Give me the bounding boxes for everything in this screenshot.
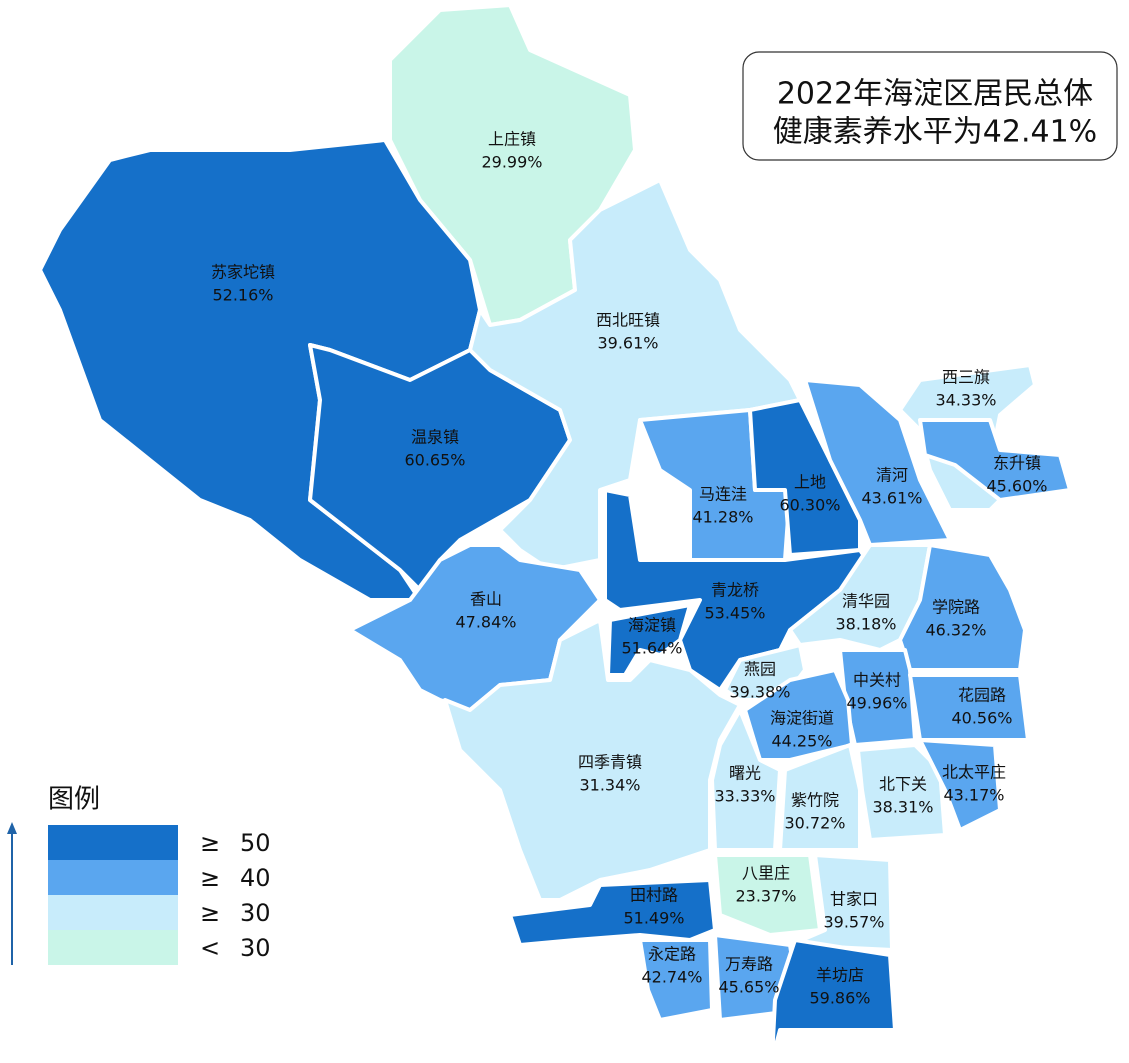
region-name: 八里庄	[742, 864, 790, 883]
region	[743, 668, 854, 762]
region-value: 39.61%	[597, 334, 658, 353]
region	[898, 543, 1027, 672]
legend-symbol: ≥	[200, 899, 220, 927]
region	[918, 738, 1002, 832]
regions	[38, 3, 1072, 1062]
region-value: 45.65%	[718, 978, 779, 997]
region-name: 青龙桥	[711, 581, 759, 600]
region-name: 清河	[876, 466, 908, 485]
legend-arrow-head	[7, 822, 17, 834]
region	[508, 878, 717, 947]
region-value: 42.74%	[641, 968, 702, 987]
region-value: 40.56%	[951, 709, 1012, 728]
region-value: 39.38%	[729, 683, 790, 702]
region	[638, 938, 714, 1022]
region-value: 29.99%	[481, 153, 542, 172]
region	[770, 938, 897, 1062]
region-value: 60.65%	[404, 451, 465, 470]
legend-swatch	[48, 895, 178, 930]
region-value: 52.16%	[212, 286, 273, 305]
legend-threshold: 50	[240, 829, 271, 857]
legend-symbol: <	[200, 934, 220, 962]
legend-title: 图例	[48, 785, 100, 815]
region-name: 东升镇	[993, 454, 1041, 473]
region-value: 51.64%	[621, 639, 682, 658]
region-value: 44.25%	[771, 732, 832, 751]
region-name: 四季青镇	[578, 753, 642, 772]
region-value: 30.72%	[784, 814, 845, 833]
region-value: 39.57%	[823, 913, 884, 932]
region-name: 花园路	[958, 686, 1006, 705]
region-name: 曙光	[729, 764, 761, 783]
region-value: 33.33%	[714, 787, 775, 806]
region-name: 田村路	[630, 886, 678, 905]
region-name: 永定路	[648, 945, 696, 964]
region-name: 北太平庄	[942, 763, 1006, 782]
region-name: 西北旺镇	[596, 311, 660, 330]
legend-threshold: 30	[240, 934, 271, 962]
region	[603, 488, 872, 692]
region-name: 燕园	[744, 660, 776, 679]
region-name: 上地	[794, 473, 826, 492]
region	[468, 178, 802, 572]
region	[856, 743, 947, 842]
labels: 上庄镇 29.99% 苏家坨镇 52.16% 温泉镇 60.65% 西北旺镇 39.61% 马连…	[211, 130, 1048, 1008]
title-line: 2022年海淀区居民总体	[777, 77, 1093, 112]
region	[348, 543, 602, 712]
region-name: 紫竹院	[791, 791, 839, 810]
region-value: 31.34%	[579, 776, 640, 795]
region-name: 香山	[470, 590, 502, 609]
legend: ≥50 ≥ 40 ≥ 30 < 30	[48, 825, 271, 965]
legend-swatch	[48, 860, 178, 895]
title-line: 健康素养水平为42.41%	[773, 115, 1097, 150]
region	[908, 673, 1030, 742]
region-value: 38.18%	[835, 615, 896, 634]
region-value: 59.86%	[809, 989, 870, 1008]
region-value: 49.96%	[846, 694, 907, 713]
region	[918, 418, 1072, 502]
region-value: 43.17%	[943, 786, 1004, 805]
region-name: 学院路	[932, 598, 980, 617]
legend-symbol: ≥	[200, 864, 220, 892]
region	[710, 708, 782, 852]
region-name: 海淀镇	[628, 616, 676, 635]
legend-threshold: 40	[240, 864, 271, 892]
region-value: 53.45%	[704, 604, 765, 623]
region-name: 万寿路	[725, 955, 773, 974]
legend-swatch	[48, 825, 178, 860]
region-value: 41.28%	[692, 508, 753, 527]
region-value: 60.30%	[779, 496, 840, 515]
region-name: 温泉镇	[411, 428, 459, 447]
region-value: 47.84%	[455, 613, 516, 632]
region-value: 46.32%	[925, 621, 986, 640]
region-name: 羊坊店	[816, 966, 864, 985]
region	[803, 378, 952, 547]
region-name: 清华园	[842, 592, 890, 611]
legend-threshold: 30	[240, 899, 271, 927]
region-value: 23.37%	[735, 887, 796, 906]
region-name: 马连洼	[699, 485, 747, 504]
region-value: 45.60%	[986, 477, 1047, 496]
title-box	[742, 51, 1118, 161]
region-name: 北下关	[879, 775, 927, 794]
region	[778, 743, 862, 852]
region	[606, 603, 692, 677]
region-name: 上庄镇	[488, 130, 536, 149]
region-value: 34.33%	[935, 391, 996, 410]
region	[713, 853, 822, 937]
legend-symbol: ≥	[200, 829, 220, 857]
legend-swatch	[48, 930, 178, 965]
region-value: 38.31%	[872, 798, 933, 817]
region-name: 西三旗	[942, 368, 990, 387]
region-name: 中关村	[853, 671, 901, 690]
region-name: 海淀街道	[770, 709, 834, 728]
region-name: 苏家坨镇	[211, 263, 275, 282]
region-value: 51.49%	[623, 909, 684, 928]
region	[443, 618, 742, 902]
region-name: 甘家口	[830, 890, 878, 909]
region-value: 43.61%	[861, 489, 922, 508]
